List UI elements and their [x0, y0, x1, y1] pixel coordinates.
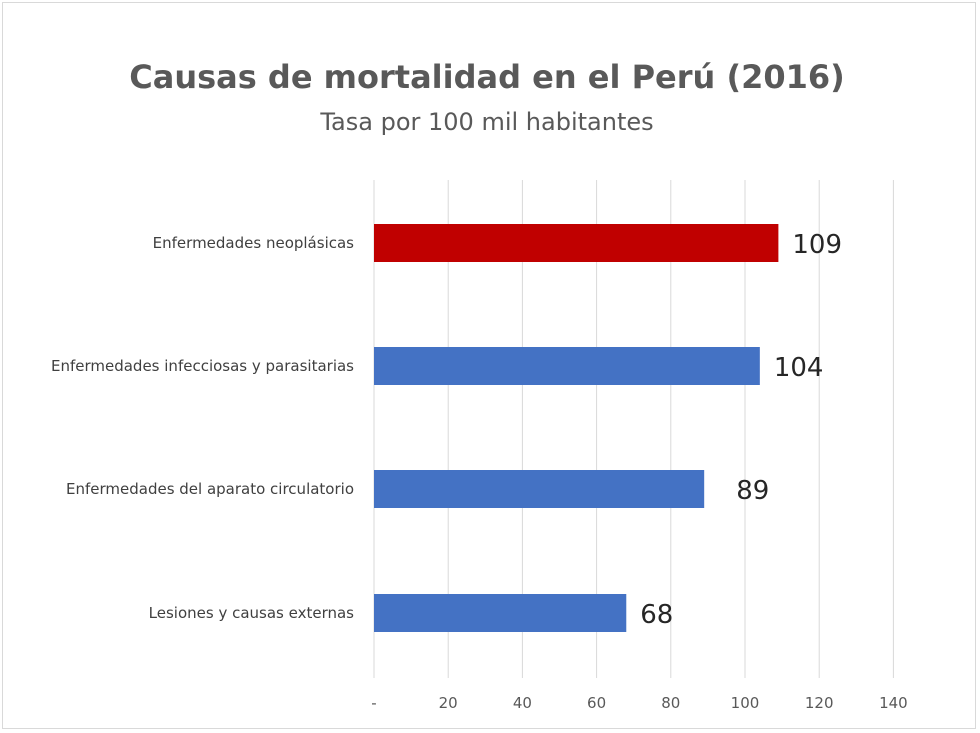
x-tick-label: 100 — [731, 694, 760, 712]
x-tick-label: 20 — [439, 694, 458, 712]
category-label: Enfermedades del aparato circulatorio — [66, 480, 354, 498]
bar — [374, 594, 627, 632]
bar — [374, 470, 705, 508]
data-label: 109 — [792, 230, 842, 260]
category-label: Enfermedades infecciosas y parasitarias — [51, 357, 354, 375]
data-label: 89 — [736, 476, 769, 506]
data-label: 104 — [774, 353, 824, 383]
chart-subtitle: Tasa por 100 mil habitantes — [320, 108, 654, 136]
x-tick-label: 40 — [513, 694, 532, 712]
data-label: 68 — [640, 600, 673, 630]
bar — [374, 347, 760, 385]
category-label: Lesiones y causas externas — [149, 604, 355, 622]
chart-title: Causas de mortalidad en el Perú (2016) — [129, 58, 845, 96]
x-tick-label: 60 — [587, 694, 606, 712]
x-tick-label: 120 — [805, 694, 834, 712]
x-tick-label: 140 — [879, 694, 908, 712]
category-label: Enfermedades neoplásicas — [153, 234, 354, 252]
x-tick-label: - — [371, 694, 376, 712]
x-tick-label: 80 — [661, 694, 680, 712]
bar — [374, 224, 779, 262]
